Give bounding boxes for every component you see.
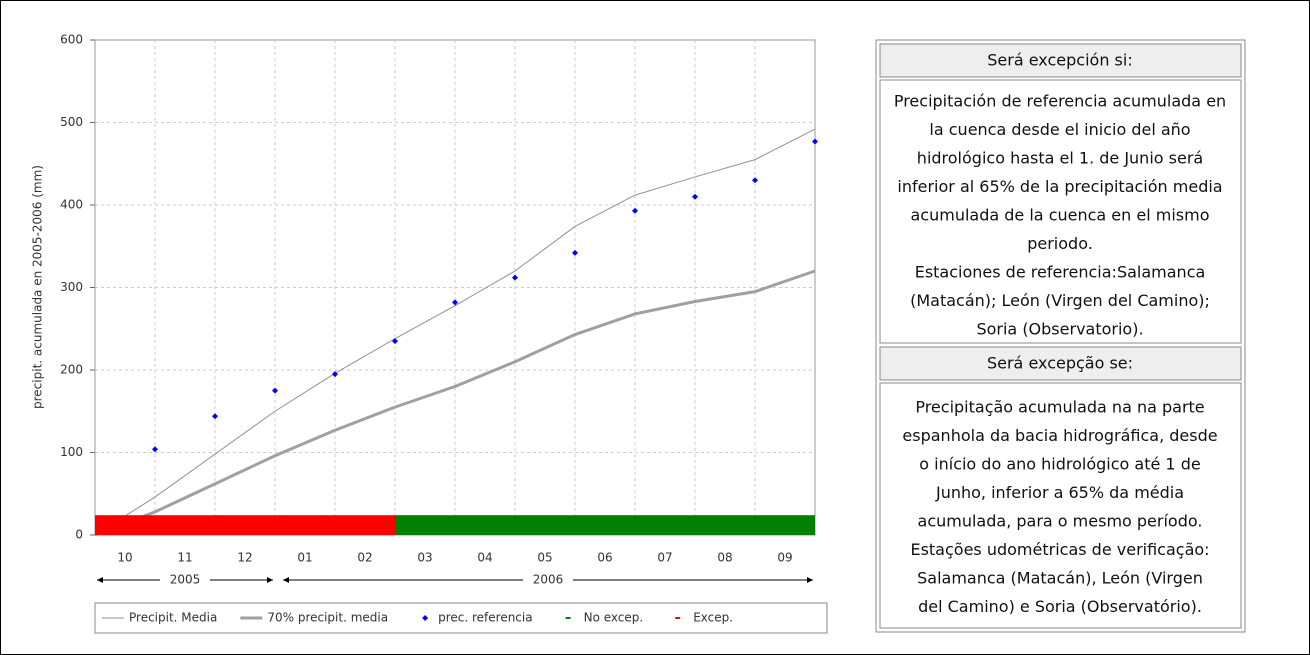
panel-title: Será excepción si: <box>987 51 1132 70</box>
x-tick-label: 01 <box>297 551 312 565</box>
panel-text: Precipitación de referencia acumulada en <box>894 92 1226 111</box>
x-tick-label: 08 <box>717 551 732 565</box>
panel-header <box>879 346 1242 381</box>
x-tick-label: 10 <box>117 551 132 565</box>
point <box>812 138 818 145</box>
panel-text: Salamanca (Matacán), León (Virgen <box>917 569 1203 588</box>
arrow-head <box>807 577 813 583</box>
x-tick-label: 12 <box>237 551 252 565</box>
period-bar <box>395 515 815 535</box>
legend-label: prec. referencia <box>438 611 533 625</box>
y-tick-label: 300 <box>60 280 83 294</box>
panel-text: Junho, inferior a 65% da média <box>935 483 1184 502</box>
panel-text: inferior al 65% de la precipitación medi… <box>897 177 1222 196</box>
panel-text: espanhola da bacia hidrográfica, desde <box>902 426 1217 445</box>
panel-text: hidrológico hasta el 1. de Junio será <box>917 149 1203 168</box>
x-tick-label: 06 <box>597 551 612 565</box>
panel-title: Será excepção se: <box>987 354 1133 373</box>
legend-label: No excep. <box>584 611 644 625</box>
panel-text: Precipitação acumulada na na parte <box>915 398 1204 417</box>
legend-swatch <box>422 615 429 621</box>
point <box>632 207 638 214</box>
panel-text: Estaciones de referencia:Salamanca <box>915 263 1206 282</box>
y-tick-label: 400 <box>60 198 83 212</box>
panel-text: (Matacán); León (Virgen del Camino); <box>910 291 1210 310</box>
y-axis-label: precipit. acumulada en 2005-2006 (mm) <box>31 165 45 409</box>
legend-label: Excep. <box>693 611 733 625</box>
point <box>572 249 578 256</box>
y-tick-label: 0 <box>75 528 83 542</box>
point <box>332 371 338 378</box>
x-tick-label: 05 <box>537 551 552 565</box>
legend-label: 70% precipit. media <box>267 611 388 625</box>
legend <box>94 602 828 634</box>
y-tick-label: 600 <box>60 33 83 47</box>
point <box>452 299 458 306</box>
arrow-head <box>97 577 103 583</box>
x-tick-label: 09 <box>777 551 792 565</box>
panel-text: acumulada de la cuenca en el mismo <box>911 206 1210 225</box>
panel-text: acumulada, para o mesmo período. <box>918 512 1203 531</box>
point <box>512 274 518 281</box>
x-tick-label: 07 <box>657 551 672 565</box>
series-line <box>94 269 816 537</box>
panel-box <box>879 79 1242 344</box>
x-tick-label: 03 <box>417 551 432 565</box>
year-label: 2006 <box>533 573 564 587</box>
panel-text: periodo. <box>1027 234 1093 253</box>
x-tick-label: 11 <box>177 551 192 565</box>
x-tick-label: 02 <box>357 551 372 565</box>
panel-text: la cuenca desde el inicio del año <box>929 120 1190 139</box>
panel-text: Soria (Observatorio). <box>976 320 1143 339</box>
panel-text: del Camino) e Soria (Observatório). <box>918 597 1202 616</box>
panel-header <box>879 43 1242 78</box>
point <box>272 387 278 394</box>
panel-box <box>879 382 1242 629</box>
arrow-head <box>267 577 273 583</box>
point <box>752 177 758 184</box>
panel-text: Estações udométricas de verificação: <box>910 540 1209 559</box>
point <box>152 446 158 453</box>
y-tick-label: 500 <box>60 115 83 129</box>
y-tick-label: 200 <box>60 363 83 377</box>
point <box>212 413 218 420</box>
y-tick-label: 100 <box>60 445 83 459</box>
panel-text: o início do ano hidrológico até 1 de <box>919 455 1200 474</box>
series-line <box>94 128 816 536</box>
legend-label: Precipit. Media <box>129 611 217 625</box>
x-tick-label: 04 <box>477 551 492 565</box>
point <box>692 193 698 200</box>
point <box>392 338 398 345</box>
arrow-head <box>283 577 289 583</box>
year-label: 2005 <box>170 573 201 587</box>
period-bar <box>95 515 395 535</box>
